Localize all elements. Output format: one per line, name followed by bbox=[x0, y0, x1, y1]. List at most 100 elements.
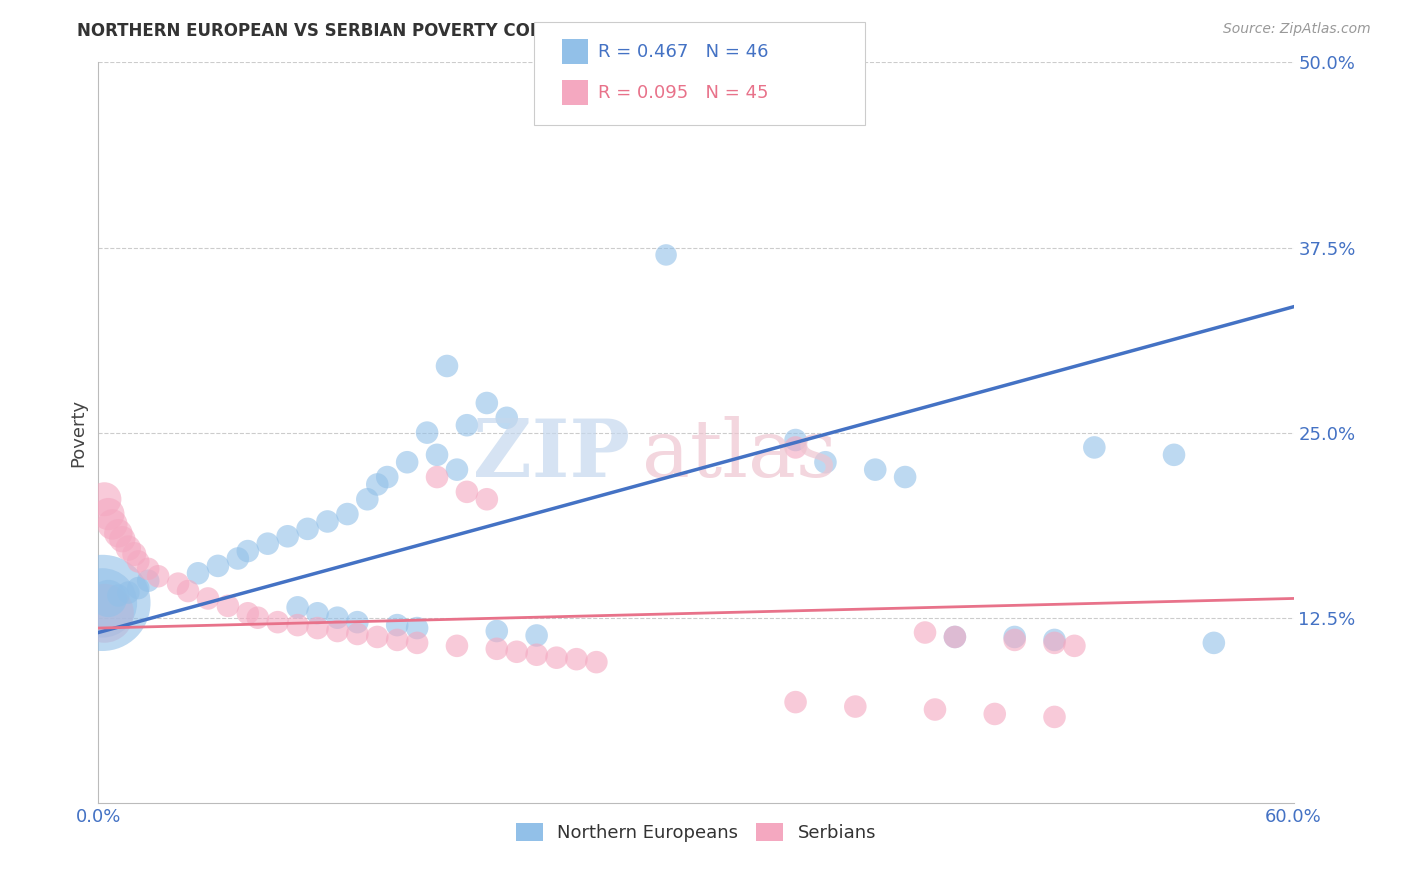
Point bbox=[217, 599, 239, 613]
Text: ZIP: ZIP bbox=[474, 416, 630, 494]
Point bbox=[326, 624, 349, 638]
Point bbox=[894, 470, 917, 484]
Point bbox=[526, 648, 548, 662]
Legend: Northern Europeans, Serbians: Northern Europeans, Serbians bbox=[509, 815, 883, 849]
Point bbox=[785, 433, 807, 447]
Point bbox=[814, 455, 837, 469]
Point bbox=[485, 624, 508, 638]
Point bbox=[236, 607, 259, 621]
Point bbox=[943, 630, 966, 644]
Point bbox=[117, 541, 139, 555]
Point bbox=[1043, 636, 1066, 650]
Point bbox=[307, 621, 329, 635]
Text: NORTHERN EUROPEAN VS SERBIAN POVERTY CORRELATION CHART: NORTHERN EUROPEAN VS SERBIAN POVERTY COR… bbox=[77, 22, 703, 40]
Point bbox=[446, 462, 468, 476]
Point bbox=[375, 470, 398, 484]
Point bbox=[307, 607, 329, 621]
Point bbox=[177, 584, 200, 599]
Point bbox=[385, 632, 409, 647]
Text: R = 0.095   N = 45: R = 0.095 N = 45 bbox=[598, 84, 768, 102]
Point bbox=[356, 492, 378, 507]
Point bbox=[167, 576, 190, 591]
Point bbox=[785, 441, 807, 455]
Point bbox=[844, 699, 866, 714]
Point bbox=[585, 655, 607, 669]
Point bbox=[346, 627, 368, 641]
Point bbox=[326, 610, 349, 624]
Point bbox=[426, 448, 449, 462]
Point bbox=[91, 596, 114, 610]
Point bbox=[446, 639, 468, 653]
Point bbox=[1202, 636, 1225, 650]
Point bbox=[1004, 630, 1026, 644]
Point bbox=[495, 410, 517, 425]
Point bbox=[1083, 441, 1105, 455]
Point bbox=[914, 625, 936, 640]
Point bbox=[97, 507, 120, 521]
Point bbox=[117, 585, 139, 599]
Point bbox=[97, 591, 120, 606]
Text: atlas: atlas bbox=[643, 416, 838, 494]
Point bbox=[366, 630, 388, 644]
Point bbox=[865, 462, 887, 476]
Point bbox=[546, 650, 568, 665]
Point bbox=[256, 536, 278, 550]
Point bbox=[943, 630, 966, 644]
Point bbox=[366, 477, 388, 491]
Point bbox=[93, 492, 115, 507]
Point bbox=[436, 359, 458, 373]
Point bbox=[93, 607, 115, 621]
Point bbox=[485, 641, 508, 656]
Y-axis label: Poverty: Poverty bbox=[69, 399, 87, 467]
Point bbox=[197, 591, 219, 606]
Point bbox=[1004, 632, 1026, 647]
Point bbox=[207, 558, 229, 573]
Point bbox=[406, 636, 429, 650]
Point bbox=[1163, 448, 1185, 462]
Point bbox=[346, 615, 368, 629]
Point bbox=[406, 621, 429, 635]
Point bbox=[426, 470, 449, 484]
Point bbox=[675, 78, 697, 92]
Point bbox=[107, 589, 129, 603]
Point bbox=[475, 396, 498, 410]
Point bbox=[316, 515, 339, 529]
Point bbox=[127, 554, 149, 568]
Text: R = 0.467   N = 46: R = 0.467 N = 46 bbox=[598, 43, 768, 61]
Point bbox=[785, 695, 807, 709]
Point bbox=[287, 600, 309, 615]
Point bbox=[246, 610, 269, 624]
Point bbox=[924, 702, 946, 716]
Point bbox=[1043, 632, 1066, 647]
Point bbox=[416, 425, 439, 440]
Point bbox=[111, 533, 134, 547]
Point bbox=[226, 551, 249, 566]
Point bbox=[91, 596, 114, 610]
Point bbox=[336, 507, 359, 521]
Point bbox=[127, 581, 149, 595]
Point bbox=[136, 574, 159, 588]
Point bbox=[984, 706, 1007, 721]
Point bbox=[297, 522, 319, 536]
Point bbox=[236, 544, 259, 558]
Point bbox=[187, 566, 209, 581]
Point bbox=[456, 484, 478, 499]
Point bbox=[267, 615, 290, 629]
Point bbox=[655, 248, 678, 262]
Point bbox=[506, 645, 529, 659]
Point bbox=[148, 569, 170, 583]
Point bbox=[526, 628, 548, 642]
Point bbox=[277, 529, 299, 543]
Point bbox=[124, 547, 146, 561]
Text: Source: ZipAtlas.com: Source: ZipAtlas.com bbox=[1223, 22, 1371, 37]
Point bbox=[1043, 710, 1066, 724]
Point bbox=[456, 418, 478, 433]
Point bbox=[475, 492, 498, 507]
Point bbox=[565, 652, 588, 666]
Point bbox=[1063, 639, 1085, 653]
Point bbox=[396, 455, 419, 469]
Point bbox=[101, 517, 124, 532]
Point bbox=[287, 618, 309, 632]
Point bbox=[107, 526, 129, 541]
Point bbox=[385, 618, 409, 632]
